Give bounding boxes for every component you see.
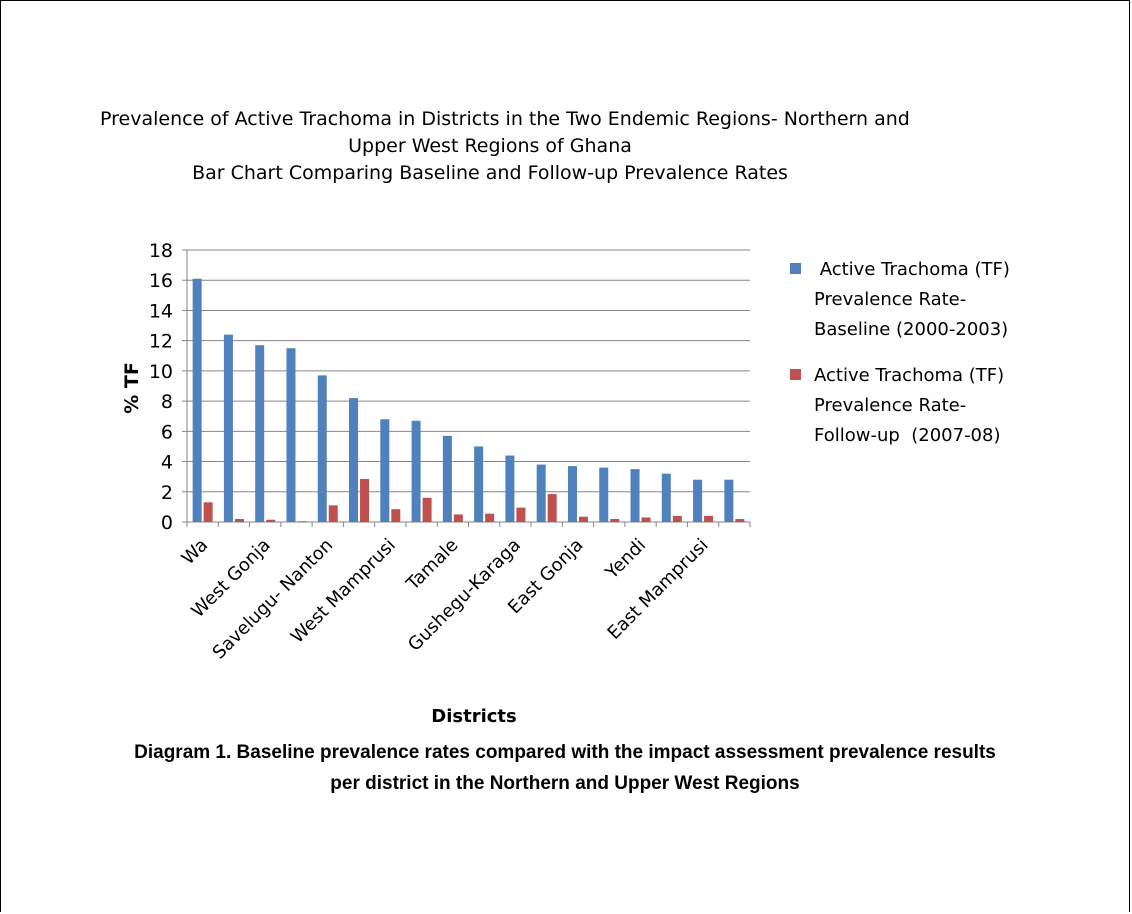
bar-followup [234,518,244,522]
y-axis-title: % TF [121,362,143,414]
chart-title: Prevalence of Active Trachoma in Distric… [100,106,910,187]
bar-followup [610,518,620,522]
legend-swatch-baseline [790,263,801,274]
chart-title-line-1: Prevalence of Active Trachoma in Distric… [100,108,910,130]
bar-baseline [536,464,546,522]
x-axis-title: Districts [431,706,516,727]
bar-baseline [286,348,296,522]
bar-baseline [411,420,421,522]
x-tick-label: Gushegu-Karaga [404,535,525,656]
figure-caption-line-1: Diagram 1. Baseline prevalence rates com… [134,742,996,763]
bar-followup [578,516,588,522]
legend-label-baseline-line-2: Prevalence Rate- [814,289,967,310]
bar-baseline [724,479,734,522]
bar-followup [735,518,745,522]
y-tick-label: 0 [161,512,173,534]
bar-baseline [630,469,640,522]
bar-baseline [349,398,359,522]
bar-baseline [505,455,515,522]
bar-baseline [255,345,265,522]
y-tick-label: 4 [161,452,173,474]
legend-label-baseline-line-1: Active Trachoma (TF) [814,259,1010,280]
legend-swatch-followup [790,369,801,380]
legend-label-followup-line-2: Prevalence Rate- [814,395,967,416]
legend-label-followup-line-3: Follow-up (2007-08) [814,425,1001,446]
bar-baseline [693,479,703,522]
bar-followup [485,513,495,522]
bar-baseline [223,334,233,522]
bar-followup [704,515,714,522]
bar-followup [672,515,682,522]
legend-label-baseline-line-3: Baseline (2000-2003) [814,319,1009,340]
bar-followup [391,509,401,522]
y-tick-label: 2 [161,482,173,504]
bar-followup [266,519,276,522]
bar-baseline [599,467,609,522]
legend-item-baseline: Active Trachoma (TF) Prevalence Rate- Ba… [790,255,1090,345]
x-tick-label: Savelugu- Nanton [209,535,338,664]
chart-title-line-3: Bar Chart Comparing Baseline and Follow-… [192,162,788,184]
bar-followup [516,507,526,522]
bar-followup [641,517,651,522]
bar-baseline [474,446,484,522]
bar-baseline [317,375,327,522]
y-tick-label: 12 [149,331,173,353]
bar-baseline [567,466,577,522]
y-tick-label: 10 [149,361,173,383]
bar-baseline [442,435,452,522]
bar-followup [453,514,463,522]
figure-caption-line-2: per district in the Northern and Upper W… [330,773,800,794]
bar-baseline [192,278,202,522]
bar-followup [422,497,432,522]
bar-baseline [661,473,671,522]
x-tick-label: Tamale [402,535,463,596]
figure-caption: Diagram 1. Baseline prevalence rates com… [10,737,1120,799]
y-tick-label: 18 [149,240,173,262]
legend: Active Trachoma (TF) Prevalence Rate- Ba… [790,255,1090,467]
x-tick-label: Yendi [601,535,650,584]
bar-followup [328,505,338,522]
chart-title-line-2: Upper West Regions of Ghana [348,135,632,157]
bar-baseline [380,419,390,522]
y-tick-label: 14 [149,300,173,322]
legend-label-followup-line-1: Active Trachoma (TF) [814,365,1005,386]
bar-followup [297,521,307,522]
bar-followup [203,502,213,522]
y-tick-label: 6 [161,421,173,443]
legend-item-followup: Active Trachoma (TF) Prevalence Rate- Fo… [790,361,1090,451]
y-tick-label: 16 [149,270,173,292]
bar-followup [547,494,557,522]
y-tick-label: 8 [161,391,173,413]
x-tick-label: West Mamprusi [287,535,400,648]
bar-followup [360,478,370,522]
x-tick-label: Wa [178,535,212,569]
